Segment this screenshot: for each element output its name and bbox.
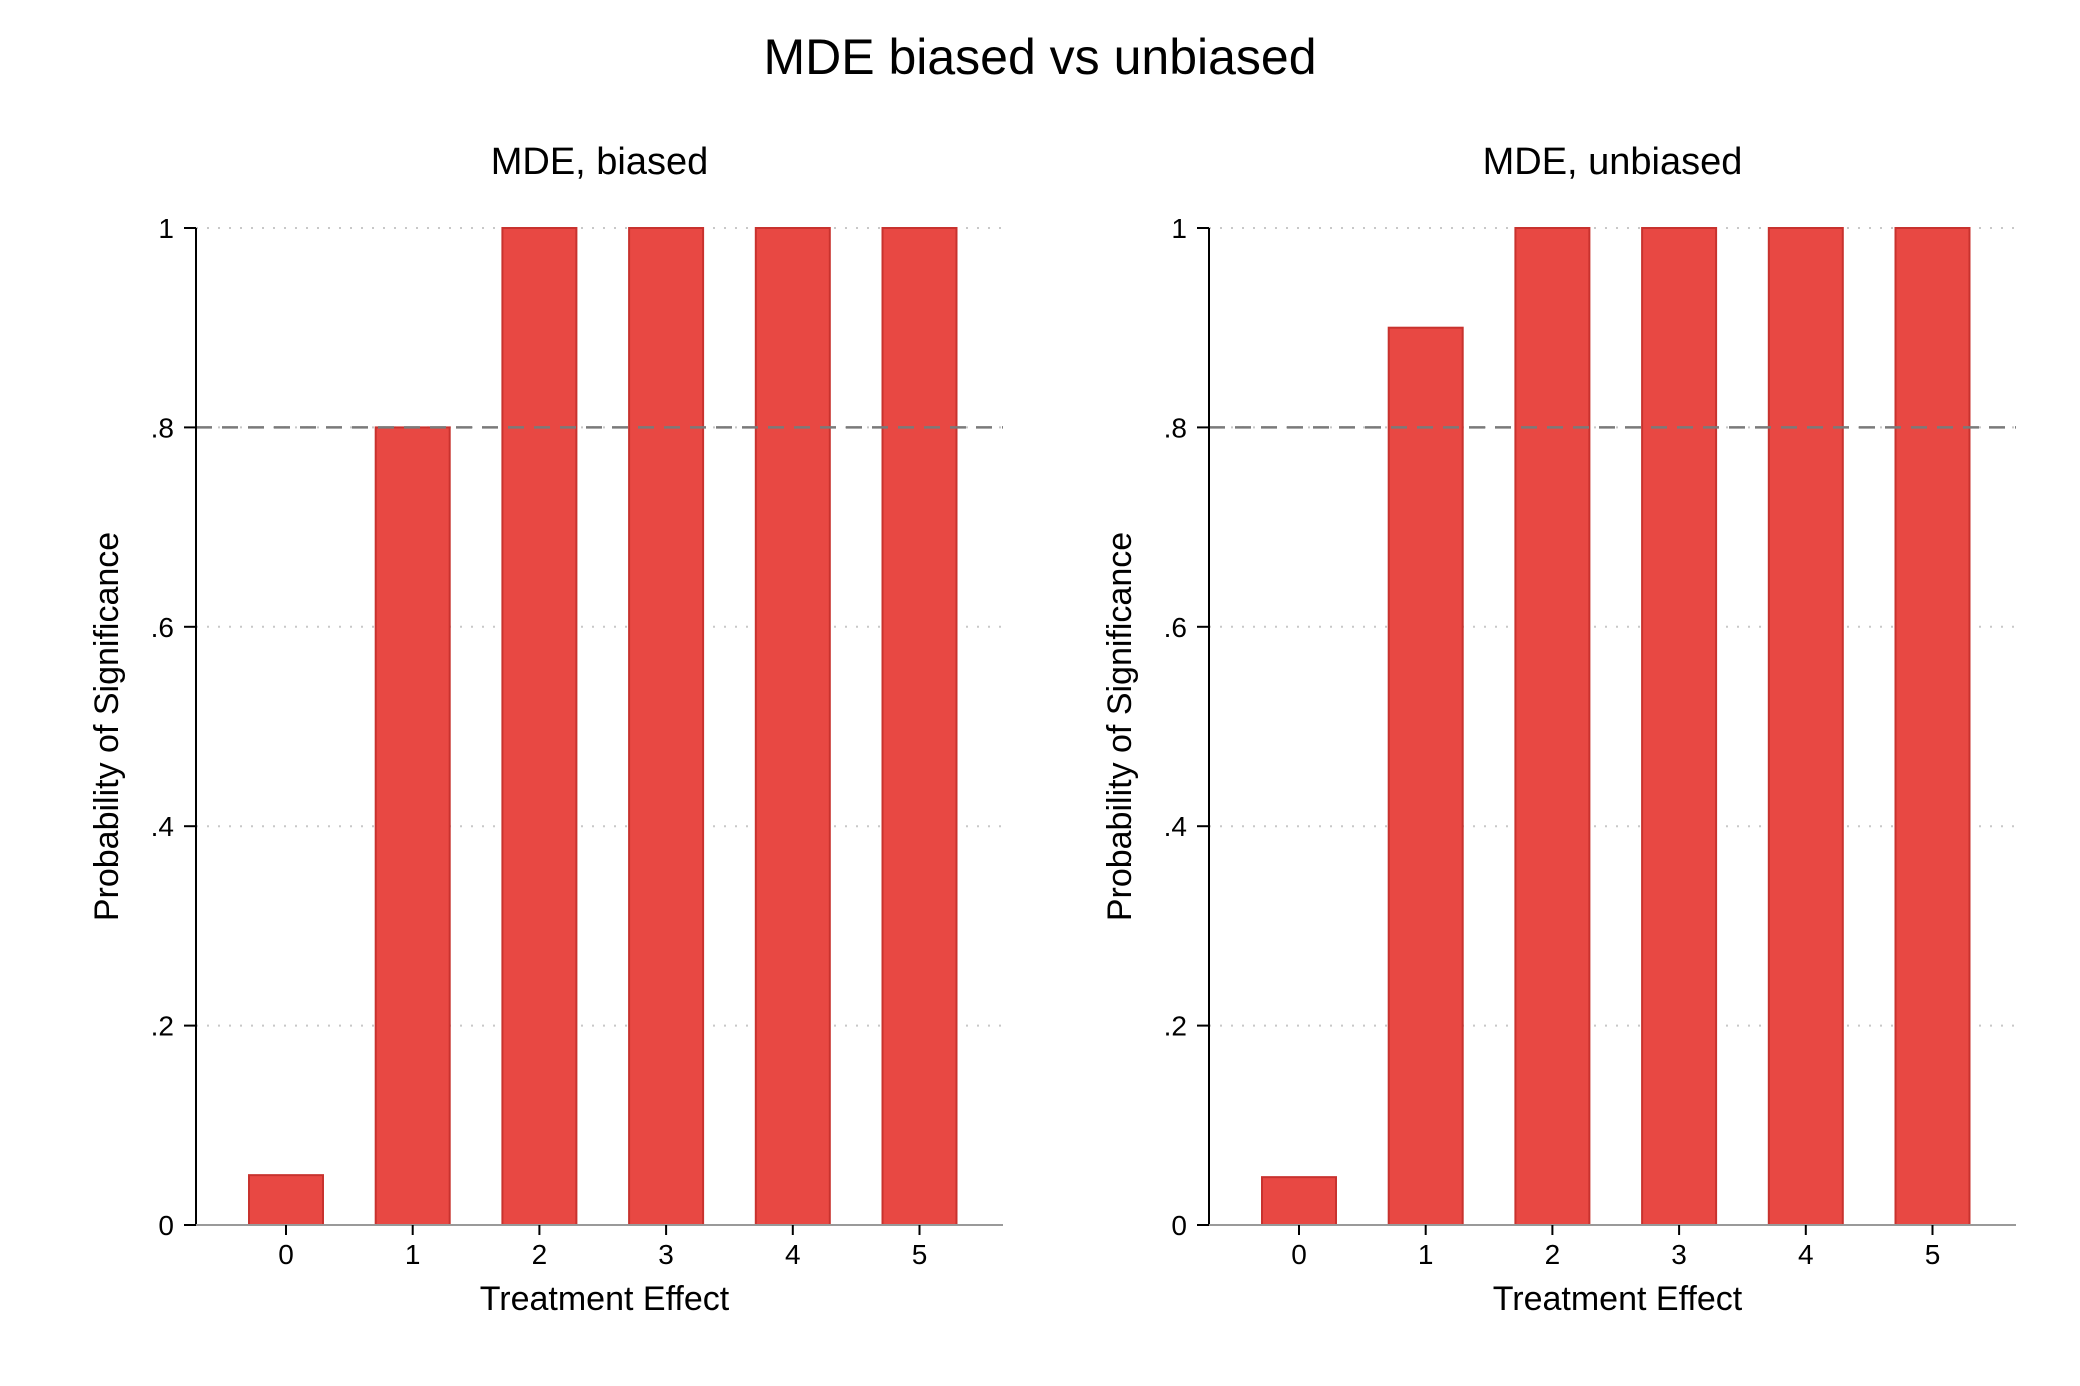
- x-tick-label: 2: [532, 1239, 548, 1270]
- x-axis-label: Treatment Effect: [1493, 1280, 1743, 1318]
- x-tick-label: 4: [785, 1239, 801, 1270]
- bar-1: [1387, 326, 1464, 1226]
- bar-4: [1767, 227, 1844, 1226]
- y-tick-label: .2: [1164, 1011, 1187, 1042]
- y-tick-label: .8: [151, 412, 174, 443]
- y-tick-label: 0: [1171, 1210, 1187, 1241]
- panel-title: MDE, unbiased: [1483, 141, 1743, 183]
- bar-2: [1514, 227, 1591, 1226]
- x-tick-label: 5: [912, 1239, 928, 1270]
- x-tick-label: 0: [1291, 1239, 1307, 1270]
- y-tick-label: .4: [1164, 811, 1187, 842]
- bar-2: [501, 227, 578, 1226]
- x-tick-label: 2: [1545, 1239, 1561, 1270]
- x-tick-label: 4: [1798, 1239, 1814, 1270]
- x-tick-label: 1: [1418, 1239, 1434, 1270]
- y-tick-label: 1: [1171, 213, 1187, 244]
- y-tick-label: .2: [151, 1011, 174, 1042]
- y-tick-label: .4: [151, 811, 174, 842]
- figure-title: MDE biased vs unbiased: [763, 29, 1317, 85]
- x-tick-label: 1: [405, 1239, 421, 1270]
- y-axis-label: Probability of Significance: [1101, 532, 1139, 921]
- bar-1: [374, 426, 451, 1226]
- x-tick-label: 0: [278, 1239, 294, 1270]
- y-axis-label: Probability of Significance: [88, 532, 126, 921]
- bar-5: [881, 227, 958, 1226]
- bar-0: [248, 1174, 324, 1227]
- bar-0: [1261, 1176, 1337, 1227]
- bar-4: [754, 227, 831, 1226]
- x-tick-label: 3: [1671, 1239, 1687, 1270]
- y-tick-label: 1: [158, 213, 174, 244]
- bar-3: [628, 227, 705, 1226]
- panel-title: MDE, biased: [491, 141, 709, 183]
- y-tick-label: .6: [151, 612, 174, 643]
- y-tick-label: 0: [158, 1210, 174, 1241]
- bar-5: [1894, 227, 1971, 1226]
- y-tick-label: .8: [1164, 412, 1187, 443]
- y-tick-label: .6: [1164, 612, 1187, 643]
- x-tick-label: 3: [658, 1239, 674, 1270]
- bar-3: [1641, 227, 1718, 1226]
- x-axis-label: Treatment Effect: [480, 1280, 730, 1318]
- x-tick-label: 5: [1925, 1239, 1941, 1270]
